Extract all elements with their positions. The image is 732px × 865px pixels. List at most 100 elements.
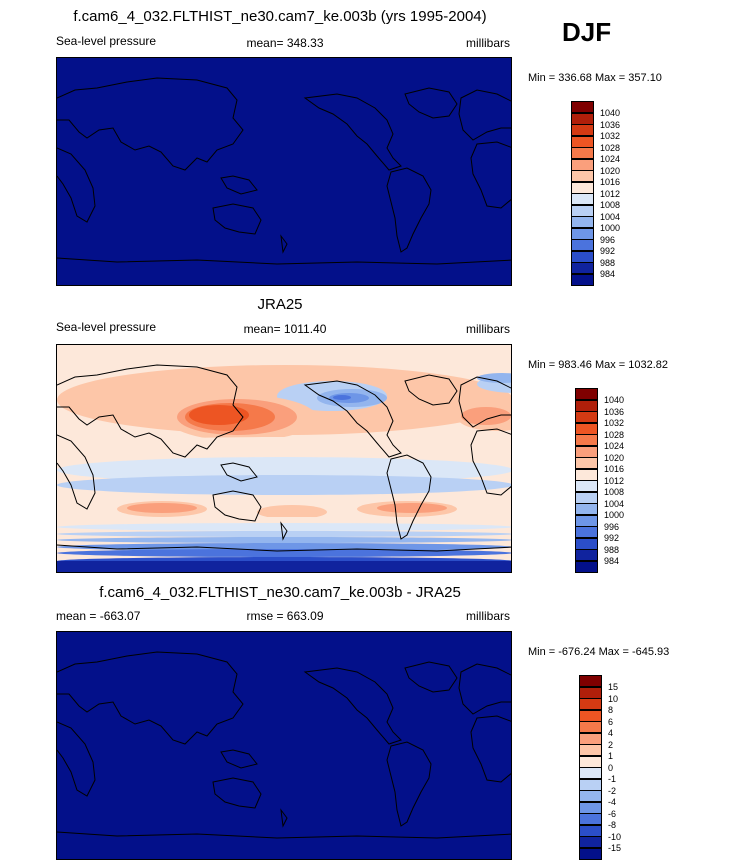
colorbar-label: 1000	[600, 223, 621, 233]
world-coastline-map-icon	[57, 632, 511, 859]
colorbar-swatch	[575, 445, 598, 458]
colorbar-label: 1012	[600, 188, 621, 199]
colorbar-swatch	[571, 273, 594, 286]
colorbar-swatch	[571, 158, 594, 171]
coastline	[57, 364, 244, 458]
colorbar-swatch	[571, 135, 594, 148]
field-contour	[57, 475, 511, 495]
panel-1-left-label: Sea-level pressure	[56, 34, 157, 48]
colorbar-label: 2	[608, 739, 614, 750]
colorbar-swatch	[575, 514, 598, 527]
coastline	[212, 203, 262, 235]
field-contour	[57, 549, 511, 557]
colorbar-swatch	[579, 847, 602, 860]
colorbar-label: 996	[604, 521, 620, 532]
colorbar-swatch	[575, 457, 598, 469]
coastline	[280, 808, 288, 828]
colorbar-label: 1036	[600, 119, 621, 130]
colorbar-swatch	[579, 767, 602, 779]
colorbar-label: 992	[604, 533, 620, 543]
colorbar-swatch	[575, 468, 598, 481]
coastline	[303, 667, 402, 745]
coastline	[386, 167, 432, 253]
colorbar-swatch	[575, 480, 598, 492]
panel-3-mean: mean = -663.07	[56, 609, 141, 623]
colorbar-label: 1016	[600, 177, 621, 187]
panel-1-minmax: Min = 336.68 Max = 357.10	[528, 72, 662, 84]
coastline	[280, 234, 288, 254]
colorbar-label: 1028	[604, 429, 625, 440]
colorbar-swatch	[575, 560, 598, 573]
panel-2-units: millibars	[465, 322, 510, 336]
field-fill	[57, 632, 511, 859]
coastline	[57, 77, 244, 171]
coastline	[220, 175, 258, 195]
colorbar-swatch	[571, 124, 594, 136]
coastline	[458, 663, 511, 715]
colorbar-label: 1020	[600, 165, 621, 176]
colorbar-label: -1	[608, 774, 617, 784]
coastline	[280, 521, 288, 541]
field-fill	[57, 58, 511, 285]
colorbar-label: 1024	[600, 154, 621, 164]
colorbar-swatch	[571, 239, 594, 251]
panel-2-map	[56, 344, 512, 573]
coastline	[57, 544, 511, 552]
colorbar-label: 1040	[604, 395, 625, 405]
world-coastline-map-icon	[57, 345, 511, 572]
coastline	[386, 741, 432, 827]
colorbar-swatch	[575, 411, 598, 423]
colorbar-label: 1012	[604, 475, 625, 486]
panel-3-units: millibars	[465, 609, 510, 623]
colorbar-label: 1024	[604, 441, 625, 451]
colorbar-swatch	[571, 204, 594, 217]
coastline	[57, 651, 244, 745]
colorbar-label: 1004	[604, 498, 625, 509]
coastline	[470, 715, 511, 783]
colorbar-swatch	[575, 399, 598, 412]
coastline	[57, 147, 96, 223]
field-contour	[57, 561, 511, 572]
colorbar-label: 988	[604, 544, 620, 555]
colorbar-label: 15	[608, 682, 619, 692]
colorbar-label: 1004	[600, 211, 621, 222]
colorbar-swatch	[575, 526, 598, 538]
coastline	[470, 141, 511, 209]
colorbar-swatch	[571, 262, 594, 274]
panel-3-minmax: Min = -676.24 Max = -645.93	[528, 646, 670, 658]
colorbar-swatch	[575, 549, 598, 561]
colorbar-swatch	[579, 732, 602, 745]
panel-2-title: JRA25	[257, 296, 303, 313]
panel-1-mean: mean= 348.33	[246, 36, 324, 50]
colorbar-swatch	[571, 227, 594, 240]
colorbar-label: 984	[604, 556, 620, 566]
coastline	[220, 749, 258, 769]
colorbar-swatch	[571, 112, 594, 125]
panel-3-title: f.cam6_4_032.FLTHIST_ne30.cam7_ke.003b -…	[99, 584, 461, 601]
colorbar-swatch	[579, 824, 602, 837]
colorbar-swatch	[579, 675, 602, 687]
colorbar-label: -2	[608, 785, 617, 796]
coastline	[404, 374, 458, 406]
field-contour	[257, 505, 327, 519]
colorbar-label: 6	[608, 716, 614, 727]
coastline	[57, 831, 511, 839]
coastline	[220, 462, 258, 482]
field-contour	[333, 395, 351, 400]
coastline	[470, 428, 511, 496]
colorbar-swatch	[579, 813, 602, 825]
colorbar-label: -10	[608, 831, 622, 842]
panel-2-mean: mean= 1011.40	[243, 322, 327, 336]
field-contour	[377, 503, 447, 513]
coastline	[57, 257, 511, 265]
colorbar-swatch	[579, 744, 602, 756]
colorbar-label: 1032	[600, 131, 621, 141]
colorbar-swatch	[579, 790, 602, 802]
panel-1-title: f.cam6_4_032.FLTHIST_ne30.cam7_ke.003b (…	[73, 8, 487, 25]
colorbar-label: -15	[608, 843, 622, 853]
world-coastline-map-icon	[57, 58, 511, 285]
colorbar-swatch	[579, 778, 602, 791]
colorbar-swatch	[571, 193, 594, 205]
colorbar-label: 0	[608, 762, 614, 773]
colorbar-swatch	[575, 434, 598, 446]
